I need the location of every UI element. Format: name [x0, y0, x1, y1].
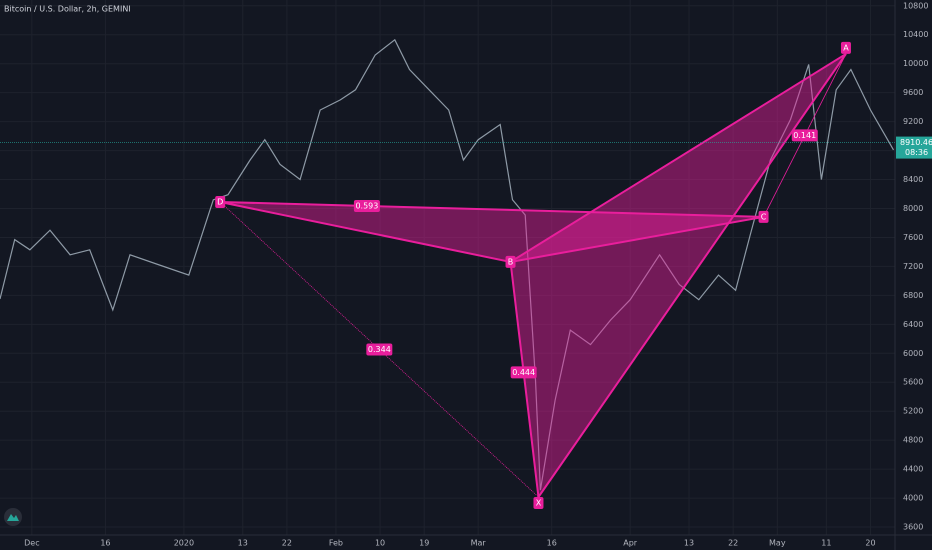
y-tick-label: 5600 [903, 378, 923, 387]
x-tick-label: Mar [471, 539, 487, 548]
x-tick-label: 11 [821, 539, 831, 548]
y-tick-label: 4800 [903, 436, 923, 445]
point-box [533, 496, 544, 509]
x-tick-label: 13 [238, 539, 248, 548]
point-label: A [843, 43, 849, 52]
y-tick-label: 10800 [903, 1, 928, 10]
x-tick-label: Dec [24, 539, 39, 548]
pattern-triangle [219, 200, 764, 263]
y-tick-label: 8400 [903, 175, 923, 184]
x-tick-label: 22 [282, 539, 292, 548]
pattern-triangle [509, 53, 847, 500]
x-tick-label: 13 [684, 539, 694, 548]
x-tick-label: 22 [728, 539, 738, 548]
last-price-label: 8910.46 [900, 138, 932, 147]
x-tick-label: Apr [623, 539, 638, 548]
x-tick-label: 20 [865, 539, 875, 548]
y-tick-label: 7200 [903, 262, 923, 271]
point-label: X [536, 498, 542, 507]
y-tick-label: 8000 [903, 204, 923, 213]
point-box [505, 255, 516, 268]
ratio-label: 0.593 [355, 202, 378, 211]
y-tick-label: 6000 [903, 349, 923, 358]
y-tick-label: 5200 [903, 407, 923, 416]
point-label: D [217, 197, 223, 206]
price-line [0, 38, 895, 491]
x-tick-label: Feb [329, 539, 343, 548]
ratio-label: 0.444 [512, 368, 535, 377]
y-tick-label: 3600 [903, 523, 923, 532]
chart-title: Bitcoin / U.S. Dollar, 2h, GEMINI [4, 5, 131, 14]
point-label: B [508, 257, 514, 266]
x-tick-label: May [769, 539, 786, 548]
x-tick-label: 16 [100, 539, 110, 548]
ratio-box [353, 200, 380, 213]
ratio-box [791, 129, 818, 142]
countdown-label: 08:36 [905, 148, 928, 157]
y-tick-label: 9200 [903, 117, 923, 126]
y-tick-label: 6800 [903, 291, 923, 300]
y-tick-label: 4400 [903, 465, 923, 474]
y-tick-label: 4000 [903, 494, 923, 503]
y-tick-label: 7600 [903, 233, 923, 242]
point-box [215, 195, 226, 208]
y-tick-label: 6400 [903, 320, 923, 329]
x-tick-label: 16 [547, 539, 557, 548]
ratio-box [510, 366, 537, 379]
x-tick-label: 10 [375, 539, 385, 548]
x-tick-label: 19 [419, 539, 429, 548]
point-label: C [761, 212, 767, 221]
ratio-label: 0.141 [793, 131, 816, 140]
logo [4, 508, 22, 526]
last-price-box [896, 136, 932, 159]
y-tick-label: 9600 [903, 88, 923, 97]
y-tick-label: 10000 [903, 59, 928, 68]
x-tick-label: 2020 [174, 539, 194, 548]
point-box [840, 41, 851, 54]
y-tick-label: 10400 [903, 30, 928, 39]
ratio-label: 0.344 [368, 345, 391, 354]
ratio-box [366, 343, 393, 356]
point-box [758, 210, 769, 223]
